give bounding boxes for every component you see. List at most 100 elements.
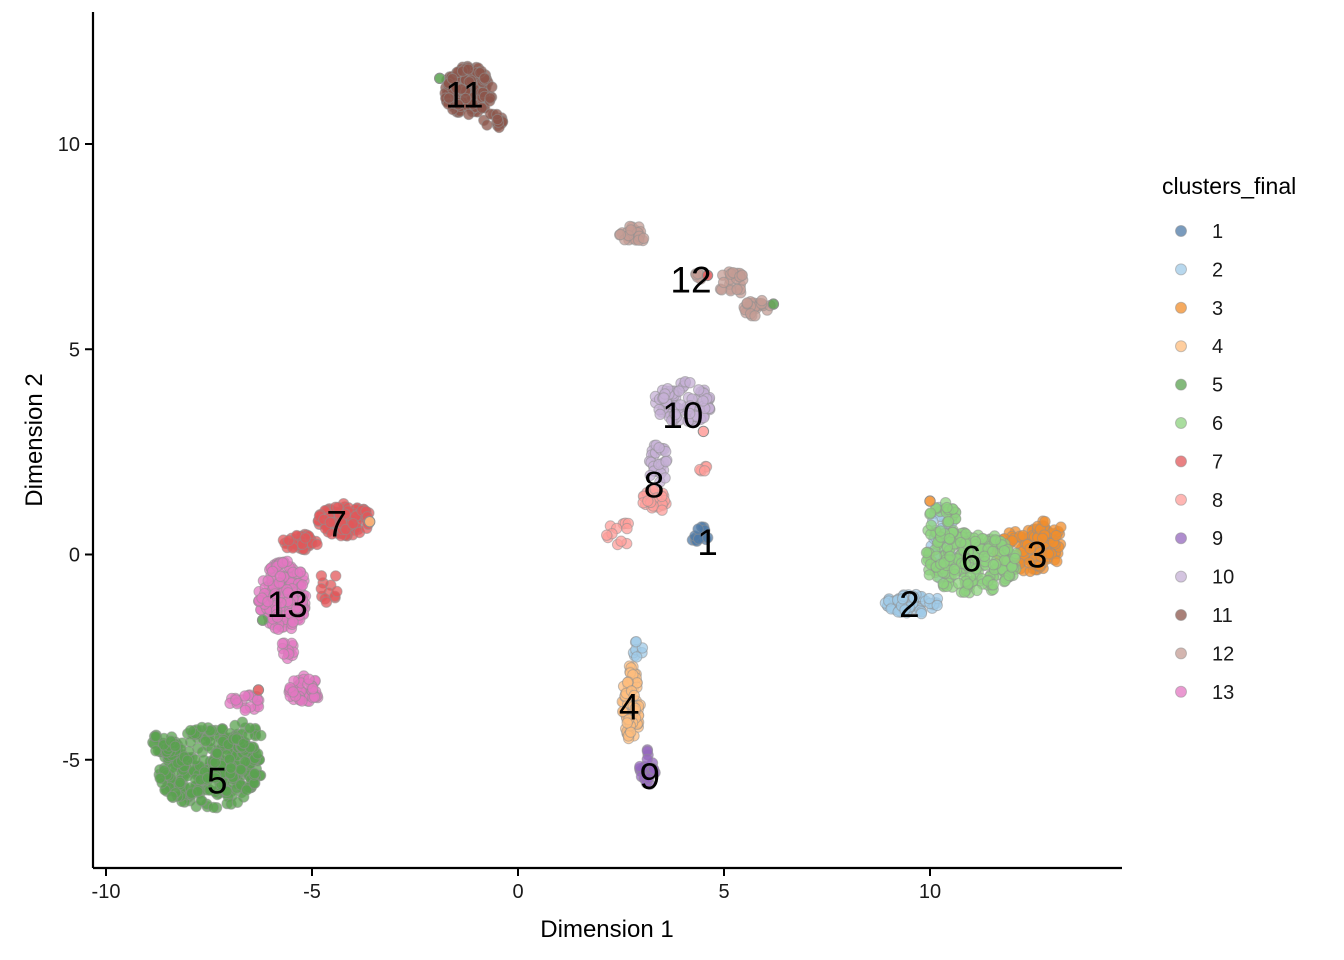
legend-label-8: 8	[1212, 490, 1223, 512]
scatter-point-cluster-5	[211, 747, 223, 759]
scatter-point-cluster-13	[282, 587, 294, 599]
scatter-point-cluster-13	[291, 602, 303, 615]
scatter-point-cluster-2	[908, 592, 920, 604]
x-tick-label: 5	[718, 881, 729, 903]
legend-title: clusters_final	[1162, 173, 1296, 199]
legend-label-10: 10	[1212, 567, 1234, 589]
scatter-point-cluster-12	[736, 269, 748, 281]
scatter-point-cluster-6	[941, 501, 953, 514]
scatter-point-cluster-3	[1039, 515, 1051, 528]
scatter-point-cluster-3	[1042, 548, 1055, 560]
scatter-point-cluster-12	[741, 297, 753, 309]
scatter-point-cluster-10	[644, 469, 656, 482]
scatter-point-cluster-6	[948, 563, 961, 576]
scatter-point-cluster-10	[684, 407, 696, 420]
scatter-point-cluster-3	[1023, 557, 1035, 569]
cluster-label-4: 4	[619, 686, 640, 727]
scatter-point-cluster-13	[274, 570, 287, 582]
scatter-point-cluster-13	[276, 637, 289, 650]
scatter-point-cluster-5	[229, 719, 241, 732]
points-layer	[147, 60, 1067, 814]
scatter-point-cluster-4	[629, 702, 641, 715]
scatter-point-cluster-12	[731, 283, 743, 296]
scatter-point-cluster-8	[642, 495, 654, 507]
y-tick-label: -5	[62, 750, 80, 772]
cluster-label-5: 5	[207, 760, 228, 801]
scatter-point-cluster-11	[463, 76, 475, 88]
scatter-point-cluster-11	[486, 81, 498, 93]
cluster-label-13: 13	[267, 584, 308, 625]
scatter-point-cluster-5	[434, 72, 446, 85]
scatter-point-cluster-5	[196, 721, 208, 734]
scatter-point-cluster-6	[959, 558, 971, 570]
scatter-point-cluster-8	[697, 425, 710, 438]
scatter-point-cluster-3	[1051, 555, 1063, 568]
scatter-point-cluster-5	[241, 784, 253, 796]
scatter-point-cluster-5	[249, 767, 261, 780]
scatter-point-cluster-7	[320, 596, 333, 608]
legend-label-13: 13	[1212, 682, 1234, 704]
scatter-point-cluster-6	[925, 519, 937, 531]
scatter-point-cluster-13	[275, 597, 287, 609]
cluster-label-11: 11	[445, 75, 483, 116]
legend-label-1: 1	[1212, 221, 1223, 243]
cluster-label-6: 6	[961, 539, 982, 580]
axes: -10 -5 0 5 10 -5 0 5 10 Dimension 1 Dimension 2	[21, 12, 1122, 943]
scatter-point-cluster-5	[181, 754, 194, 766]
scatter-point-cluster-5	[225, 762, 237, 774]
scatter-point-cluster-1	[702, 532, 714, 544]
scatter-point-cluster-10	[653, 442, 665, 454]
scatter-point-cluster-5	[207, 801, 220, 814]
scatter-point-cluster-7	[331, 585, 343, 598]
scatter-point-cluster-6	[987, 579, 999, 591]
scatter-point-cluster-12	[637, 232, 650, 245]
scatter-point-cluster-13	[251, 694, 264, 706]
scatter-point-cluster-5	[192, 785, 204, 798]
scatter-point-cluster-13	[307, 683, 319, 695]
legend-label-7: 7	[1212, 451, 1223, 473]
scatter-point-cluster-2	[630, 636, 642, 648]
scatter-point-cluster-10	[669, 408, 681, 421]
scatter-point-cluster-5	[169, 740, 182, 752]
legend-key-10	[1175, 570, 1187, 583]
scatter-point-cluster-5	[199, 735, 212, 747]
scatter-point-cluster-2	[896, 593, 909, 605]
legend-key-8	[1175, 493, 1187, 506]
legend-key-1	[1175, 225, 1187, 237]
scatter-point-cluster-11	[452, 98, 464, 111]
scatter-point-cluster-6	[934, 525, 947, 537]
x-tick-label: 10	[919, 881, 941, 903]
y-tick-label: 10	[58, 134, 80, 156]
legend-key-7	[1175, 455, 1187, 468]
scatter-point-cluster-13	[294, 566, 306, 578]
scatter-point-cluster-11	[462, 63, 474, 75]
scatter-point-cluster-5	[255, 729, 267, 742]
cluster-label-1: 1	[697, 522, 718, 563]
scatter-point-cluster-13	[278, 648, 290, 660]
legend-label-9: 9	[1212, 528, 1223, 550]
scatter-point-cluster-12	[756, 294, 768, 307]
legend-label-11: 11	[1212, 605, 1233, 627]
scatter-point-cluster-10	[660, 455, 672, 468]
legend-key-9	[1175, 532, 1187, 545]
scatter-point-cluster-8	[621, 522, 633, 535]
cluster-label-9: 9	[640, 756, 661, 797]
legend-label-6: 6	[1212, 413, 1223, 435]
scatter-point-cluster-7	[299, 532, 311, 544]
scatter-point-cluster-13	[296, 579, 309, 591]
scatter-point-cluster-13	[272, 623, 284, 635]
scatter-point-cluster-7	[330, 570, 342, 582]
scatter-point-cluster-3	[924, 495, 936, 507]
scatter-point-cluster-6	[955, 536, 967, 549]
scatter-point-cluster-13	[262, 575, 274, 587]
scatter-point-cluster-12	[749, 310, 761, 322]
y-ticks: -5 0 5 10	[58, 134, 93, 772]
scatter-point-cluster-13	[287, 686, 299, 698]
scatter-point-cluster-13	[287, 616, 299, 628]
x-tick-label: -10	[92, 881, 121, 903]
scatter-point-cluster-10	[659, 472, 671, 484]
legend-key-6	[1175, 417, 1187, 429]
